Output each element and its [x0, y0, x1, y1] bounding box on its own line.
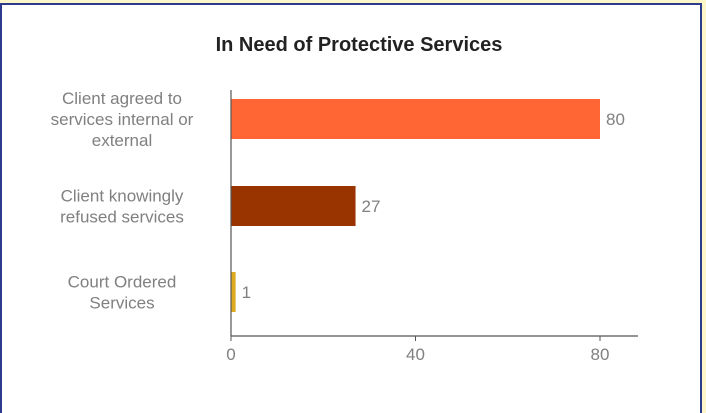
data-label-3: 1 [242, 283, 251, 302]
data-label-2: 27 [362, 197, 381, 216]
chart-title: In Need of Protective Services [216, 34, 503, 56]
bar-3 [231, 272, 236, 312]
x-tick-label-2: 40 [406, 345, 425, 364]
x-tick-label-1: 0 [226, 345, 235, 364]
category-label-3: Court Ordered Services [68, 273, 177, 313]
data-label-1: 80 [606, 110, 625, 129]
x-tick-label-3: 80 [591, 345, 610, 364]
category-label-1: Client agreed to services internal or exte… [51, 89, 194, 150]
category-label-2: Client knowingly refused services [60, 187, 184, 227]
bar-1 [231, 99, 600, 139]
bar-2 [231, 186, 356, 226]
